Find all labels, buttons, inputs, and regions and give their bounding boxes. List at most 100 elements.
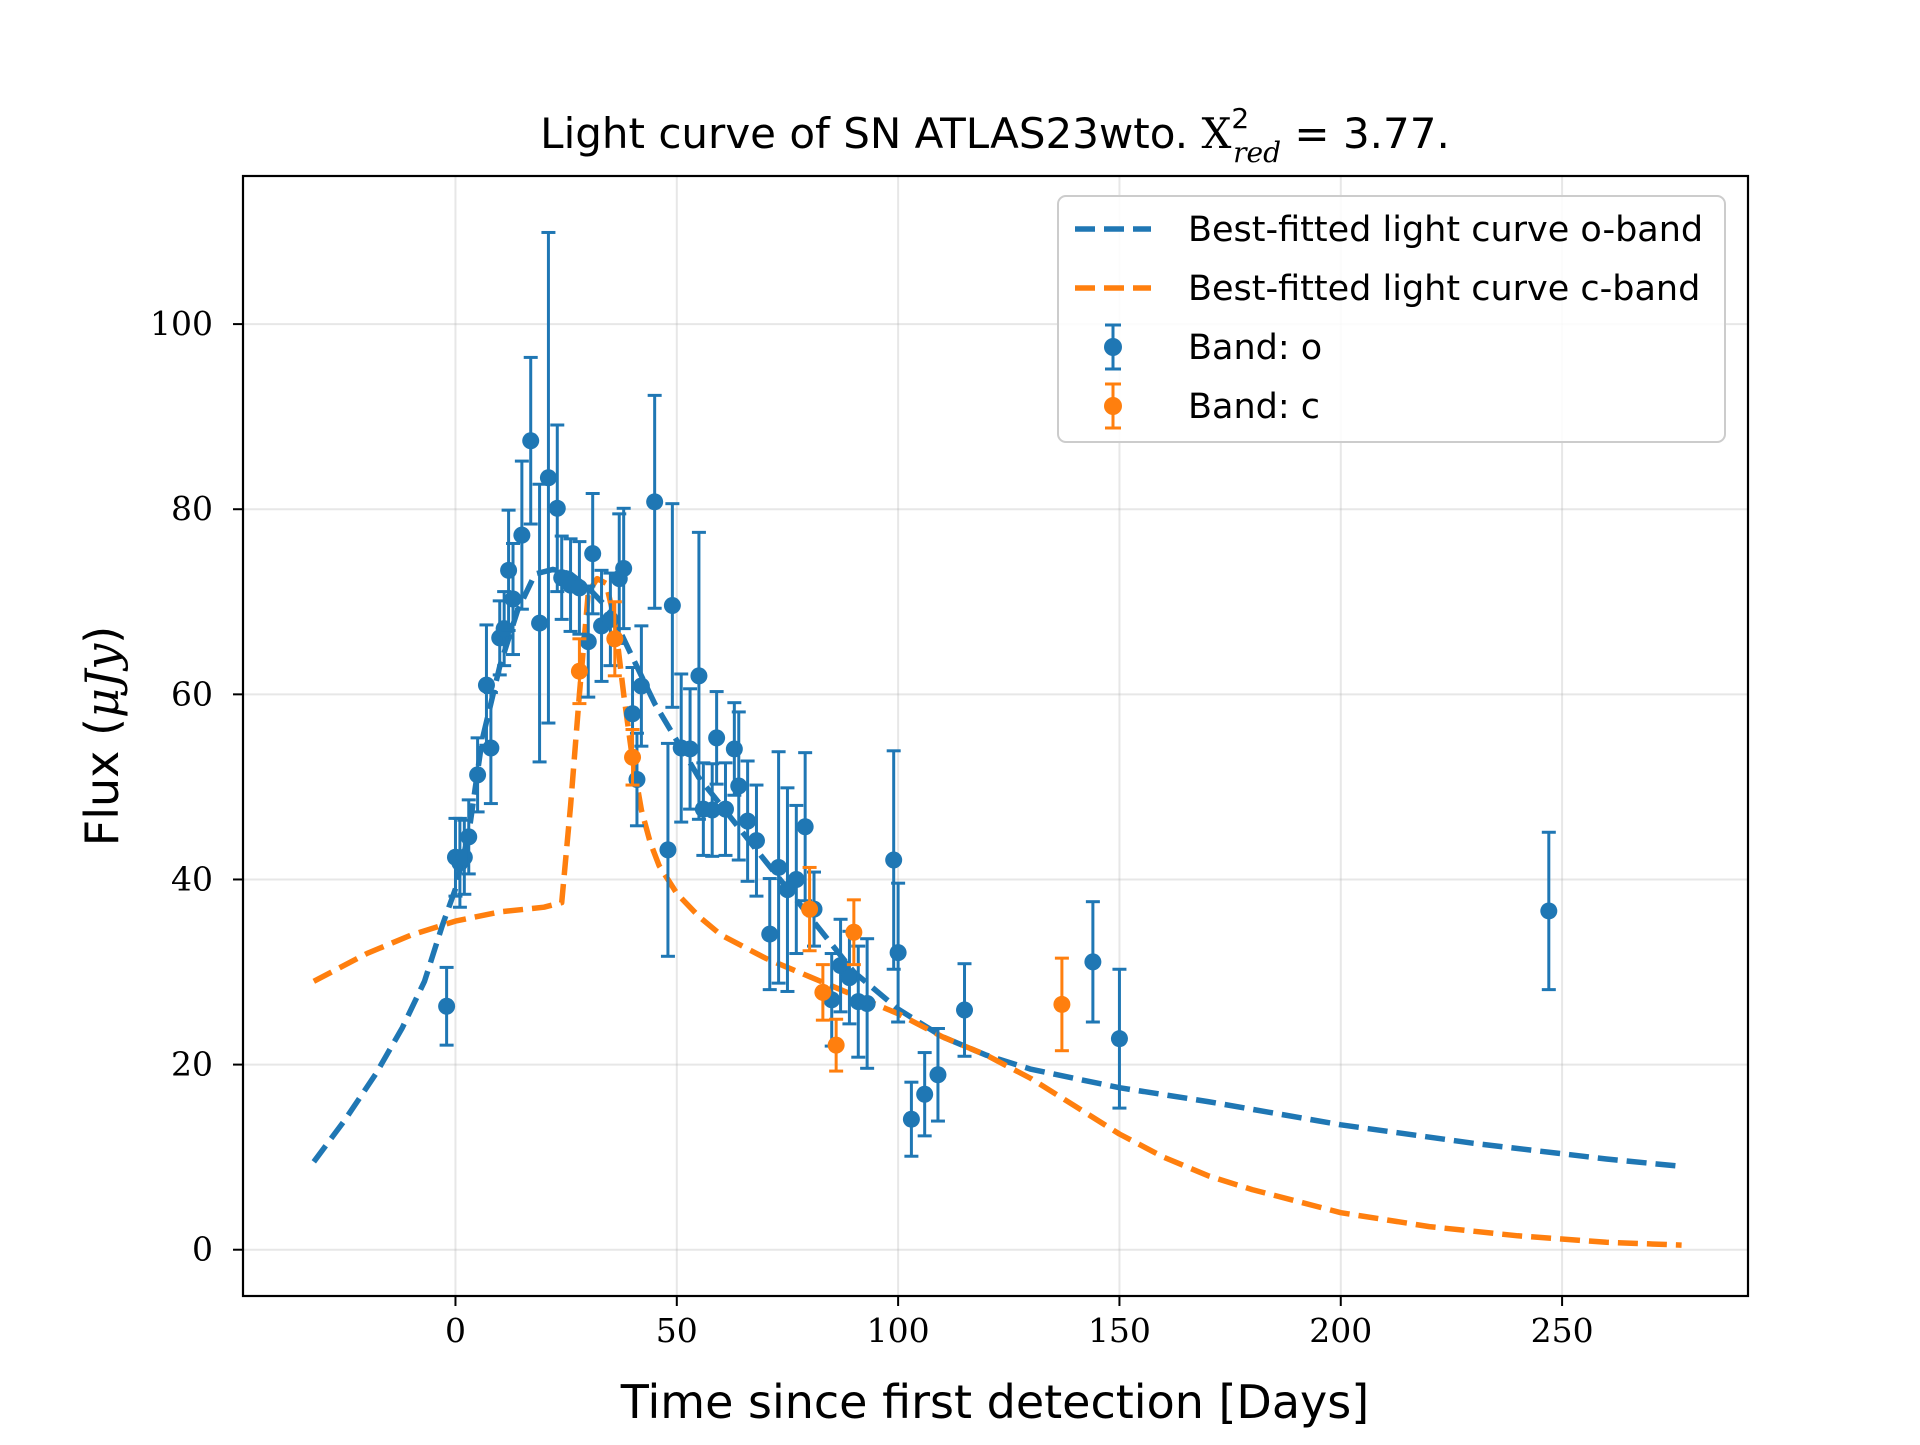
- data-point-c-band: [1053, 956, 1071, 1053]
- marker: [460, 828, 478, 846]
- marker: [624, 748, 642, 766]
- marker: [438, 997, 456, 1015]
- data-point-o-band: [539, 230, 557, 725]
- y-tick-label: 80: [171, 489, 213, 528]
- marker: [703, 801, 721, 819]
- legend-swatch-o-points: [1104, 323, 1122, 371]
- marker: [1110, 1030, 1128, 1048]
- data-point-o-band: [730, 710, 748, 862]
- x-tick-label: 250: [1531, 1311, 1594, 1350]
- legend-label-o-line: Best-fitted light curve o-band: [1188, 210, 1703, 250]
- data-point-o-band: [513, 459, 531, 611]
- data-point-c-band: [827, 1017, 845, 1073]
- marker: [681, 740, 699, 758]
- marker: [522, 432, 540, 450]
- marker: [1084, 953, 1102, 971]
- marker: [916, 1085, 934, 1103]
- marker: [840, 969, 858, 987]
- marker: [747, 832, 765, 850]
- data-point-c-band: [801, 865, 819, 953]
- data-point-o-band: [504, 541, 522, 657]
- marker: [770, 858, 788, 876]
- marker: [814, 983, 832, 1001]
- grid: [243, 176, 1748, 1296]
- data-point-o-band: [796, 751, 814, 903]
- marker: [579, 633, 597, 651]
- marker: [624, 705, 642, 723]
- title-superscript: 2: [1231, 102, 1249, 135]
- legend-label-o-points: Band: o: [1188, 328, 1322, 368]
- marker: [832, 957, 850, 975]
- legend-label-c-line: Best-fitted light curve c-band: [1188, 269, 1700, 309]
- marker: [570, 579, 588, 597]
- marker: [531, 614, 549, 632]
- data-point-o-band: [522, 355, 540, 526]
- marker: [548, 499, 566, 517]
- marker: [885, 851, 903, 869]
- marker: [739, 812, 757, 830]
- title-symbol: X: [1201, 109, 1231, 158]
- data-point-o-band: [832, 917, 850, 1014]
- y-tick-label: 0: [192, 1230, 213, 1269]
- y-tick-label: 60: [171, 674, 213, 713]
- y-label-unit: μJy: [75, 643, 129, 718]
- title-prefix: Light curve of SN ATLAS23wto.: [540, 109, 1201, 158]
- data-point-o-band: [739, 759, 757, 883]
- marker: [761, 925, 779, 943]
- data-point-o-band: [632, 624, 650, 748]
- data-point-o-band: [482, 690, 500, 806]
- marker: [725, 740, 743, 758]
- marker: [690, 667, 708, 685]
- data-point-o-band: [902, 1080, 920, 1158]
- data-point-o-band: [929, 1026, 947, 1123]
- data-point-o-band: [1084, 900, 1102, 1024]
- fit-line-o-band: [311, 566, 1682, 1170]
- data-point-c-band: [814, 963, 832, 1022]
- plot-frame: [241, 174, 1750, 1298]
- data-point-o-band: [1540, 830, 1558, 992]
- marker: [801, 900, 819, 918]
- data-point-o-band: [787, 803, 805, 956]
- marker: [796, 818, 814, 836]
- data-point-o-band: [681, 687, 699, 811]
- x-tick-label: 0: [445, 1311, 466, 1350]
- marker: [889, 944, 907, 962]
- data-point-o-band: [570, 540, 588, 636]
- data-point-o-band: [858, 937, 876, 1070]
- marker: [716, 800, 734, 818]
- y-tick-label: 20: [171, 1045, 213, 1084]
- data-point-o-band: [747, 783, 765, 898]
- data-point-o-band: [615, 506, 633, 631]
- data-point-c-band: [606, 600, 624, 678]
- y-tick-label: 100: [150, 304, 213, 343]
- marker: [584, 545, 602, 563]
- fit-line-c-band: [312, 575, 1682, 1248]
- legend-swatch-c-points: [1104, 382, 1122, 430]
- legend-label-c-points: Band: c: [1188, 387, 1320, 427]
- axis-ticks: 0 50 100 150 200 250 0 20 40 60 80 100: [150, 304, 1594, 1350]
- data-point-o-band: [438, 965, 456, 1047]
- x-tick-label: 150: [1088, 1311, 1151, 1350]
- data-point-o-band: [469, 736, 487, 814]
- data-point-o-band: [761, 877, 779, 992]
- data-point-c-band: [624, 728, 642, 787]
- marker: [632, 677, 650, 695]
- data-point-o-band: [690, 530, 708, 821]
- legend-box: [1057, 195, 1726, 443]
- data-point-o-band: [885, 749, 903, 971]
- data-point-o-band: [716, 761, 734, 857]
- marker: [500, 561, 518, 579]
- data-point-c-band: [845, 898, 863, 967]
- marker: [1540, 902, 1558, 920]
- marker: [606, 630, 624, 648]
- marker: [513, 526, 531, 544]
- chart-title: Light curve of SN ATLAS23wto. X2 red = 3.…: [540, 102, 1450, 169]
- data-point-o-band: [659, 741, 677, 958]
- marker: [477, 676, 495, 694]
- marker: [708, 729, 726, 747]
- title-subscript: red: [1233, 136, 1281, 169]
- x-tick-label: 50: [656, 1311, 698, 1350]
- marker: [495, 620, 513, 638]
